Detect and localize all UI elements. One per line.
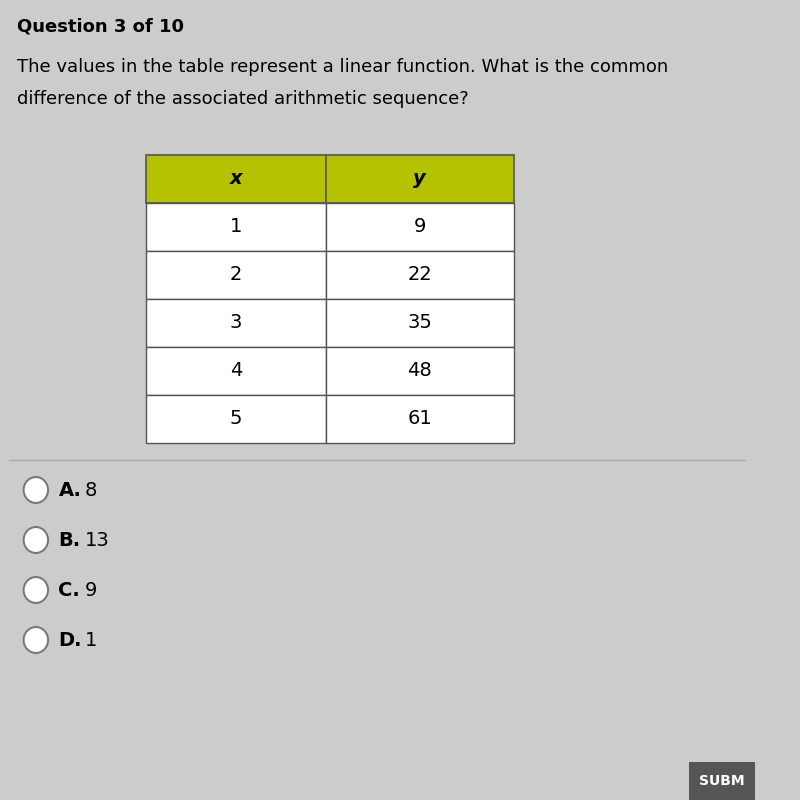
Text: 35: 35 — [407, 314, 432, 333]
Bar — [326, 299, 514, 347]
Text: difference of the associated arithmetic sequence?: difference of the associated arithmetic … — [17, 90, 469, 108]
Text: x: x — [230, 170, 242, 189]
Bar — [326, 395, 514, 443]
Bar — [326, 251, 514, 299]
Bar — [326, 347, 514, 395]
Text: SUBM: SUBM — [699, 774, 745, 788]
Bar — [146, 299, 326, 347]
Text: B.: B. — [58, 530, 81, 550]
Text: 4: 4 — [230, 362, 242, 381]
Text: 61: 61 — [407, 410, 432, 429]
Text: 1: 1 — [230, 218, 242, 237]
Text: Question 3 of 10: Question 3 of 10 — [17, 18, 184, 36]
Bar — [326, 155, 514, 203]
Circle shape — [23, 477, 48, 503]
Bar — [146, 347, 326, 395]
Text: 1: 1 — [85, 630, 98, 650]
Bar — [146, 251, 326, 299]
Text: y: y — [414, 170, 426, 189]
Text: 3: 3 — [230, 314, 242, 333]
Bar — [146, 395, 326, 443]
Text: 22: 22 — [407, 266, 432, 285]
Text: 2: 2 — [230, 266, 242, 285]
Text: A.: A. — [58, 481, 82, 499]
Text: 13: 13 — [85, 530, 110, 550]
Text: D.: D. — [58, 630, 82, 650]
Bar — [146, 203, 326, 251]
Circle shape — [23, 577, 48, 603]
Circle shape — [23, 627, 48, 653]
Text: 9: 9 — [414, 218, 426, 237]
Circle shape — [23, 527, 48, 553]
Text: 9: 9 — [85, 581, 98, 599]
Text: 5: 5 — [230, 410, 242, 429]
Bar — [689, 762, 755, 800]
Bar — [146, 155, 326, 203]
Text: C.: C. — [58, 581, 80, 599]
Text: 48: 48 — [407, 362, 432, 381]
Text: The values in the table represent a linear function. What is the common: The values in the table represent a line… — [17, 58, 668, 76]
Bar — [326, 203, 514, 251]
Text: 8: 8 — [85, 481, 98, 499]
